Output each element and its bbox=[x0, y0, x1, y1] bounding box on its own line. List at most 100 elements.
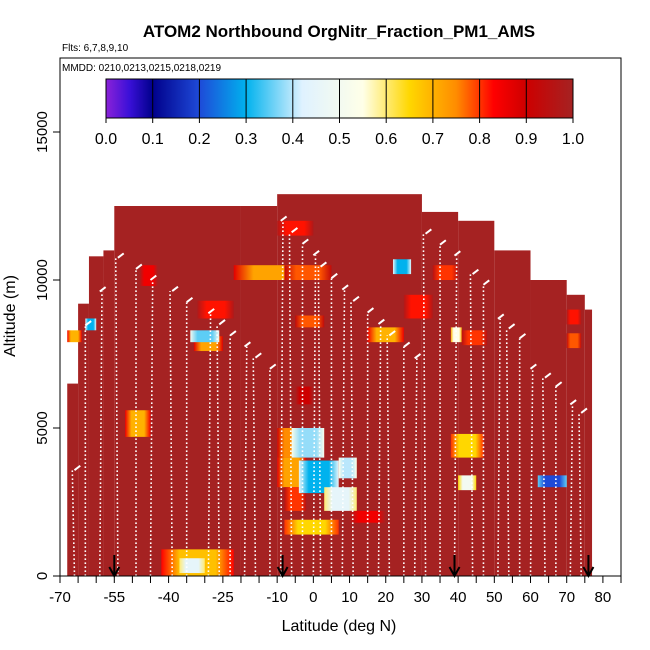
x-axis-label: Latitude (deg N) bbox=[282, 618, 397, 635]
anomaly-patch bbox=[461, 330, 488, 346]
x-tick-label: -40 bbox=[158, 589, 180, 606]
colorbar-tick-label: 0.7 bbox=[422, 131, 444, 148]
flight-track-cap bbox=[301, 238, 309, 245]
colorbar-tick-label: 0.4 bbox=[282, 131, 304, 148]
y-axis-label: Altitude (m) bbox=[2, 275, 19, 357]
flight-track-cap bbox=[73, 464, 81, 471]
flight-track bbox=[413, 358, 418, 576]
flight-track-cap bbox=[207, 308, 215, 315]
field-column bbox=[103, 250, 115, 576]
x-tick-label: -25 bbox=[212, 589, 234, 606]
flight-track-cap bbox=[569, 399, 577, 406]
flight-track bbox=[497, 318, 501, 576]
colorbar-tick-label: 0.8 bbox=[468, 131, 490, 148]
plot-frame bbox=[59, 57, 622, 577]
flight-track-cap bbox=[319, 261, 327, 268]
colorbar-tick-label: 0.5 bbox=[328, 131, 350, 148]
colorbar-ticks: 0.0 0.1 0.2 0.3 0.4 0.5 0.6 0.7 0.8 0.9 1.0 bbox=[95, 79, 584, 148]
x-tick-label: 40 bbox=[450, 589, 467, 606]
flight-track-cap bbox=[99, 286, 107, 293]
anomaly-patch bbox=[139, 265, 158, 286]
flight-track-cap bbox=[377, 318, 385, 325]
colorbar-tick-label: 0.3 bbox=[235, 131, 257, 148]
anomaly-patch bbox=[566, 333, 582, 349]
x-axis: -70 -55 -40 -25 -10 0 10 20 30 40 50 60 70 80 bbox=[49, 576, 622, 606]
x-tick-label: 80 bbox=[595, 589, 612, 606]
x-tick-label: -10 bbox=[266, 589, 288, 606]
anomaly-patch bbox=[284, 265, 332, 280]
anomaly-patch bbox=[284, 519, 339, 535]
flight-track-cap bbox=[352, 295, 360, 302]
flight-track-cap bbox=[544, 372, 552, 379]
flight-track bbox=[99, 291, 103, 576]
flight-track-cap bbox=[84, 320, 92, 327]
anomaly-patch bbox=[125, 410, 151, 437]
anomaly-patch bbox=[392, 259, 412, 275]
x-tick-label: 10 bbox=[341, 589, 358, 606]
x-tick-label: 60 bbox=[522, 589, 539, 606]
flight-track-cap bbox=[508, 323, 516, 330]
field-column bbox=[566, 294, 585, 576]
anomaly-patch bbox=[197, 300, 234, 319]
x-tick-label: 50 bbox=[486, 589, 503, 606]
flight-track-cap bbox=[519, 333, 527, 340]
heatmap-field bbox=[67, 194, 593, 576]
y-tick-label: 0 bbox=[34, 572, 51, 580]
field-column bbox=[78, 303, 89, 576]
flight-track-cap bbox=[580, 407, 588, 414]
field-column bbox=[530, 280, 567, 576]
y-tick-label: 5000 bbox=[34, 411, 51, 444]
flight-track-cap bbox=[171, 285, 179, 292]
anomaly-patch bbox=[403, 294, 433, 319]
flight-track-cap bbox=[229, 330, 237, 337]
anomaly-patch bbox=[190, 330, 220, 343]
y-tick-label: 15000 bbox=[34, 111, 51, 153]
anomaly-patch bbox=[537, 475, 567, 488]
flight-track bbox=[71, 470, 76, 576]
anomaly-patch bbox=[179, 558, 205, 574]
flight-track bbox=[149, 279, 154, 576]
flight-tracks bbox=[71, 215, 588, 576]
anomaly-patch bbox=[432, 265, 459, 280]
flight-track-cap bbox=[243, 341, 251, 348]
flight-track bbox=[422, 233, 427, 576]
colorbar-tick-label: 0.6 bbox=[375, 131, 397, 148]
anomaly-patch bbox=[450, 433, 484, 458]
flight-track bbox=[529, 368, 534, 576]
flight-track-cap bbox=[269, 363, 277, 370]
flights-note: Flts: 6,7,8,9,10 bbox=[62, 43, 129, 54]
flight-track-cap bbox=[341, 284, 349, 291]
flight-track-cap bbox=[529, 363, 537, 370]
anomaly-patch bbox=[67, 330, 82, 343]
flight-track-cap bbox=[367, 307, 375, 314]
anomaly-patch bbox=[349, 510, 386, 523]
y-tick-label: 10000 bbox=[34, 259, 51, 301]
flight-track-cap bbox=[117, 252, 125, 259]
field-column bbox=[494, 250, 531, 576]
flight-track bbox=[252, 357, 257, 576]
flight-track-cap bbox=[149, 274, 157, 281]
flight-track bbox=[542, 377, 546, 576]
flight-track bbox=[386, 335, 391, 576]
field-column bbox=[458, 220, 495, 576]
dates-note: MMDD: 0210,0213,0215,0218,0219 bbox=[62, 63, 221, 74]
flight-track bbox=[350, 301, 354, 576]
flight-track-cap bbox=[439, 239, 447, 246]
x-tick-label: 30 bbox=[414, 589, 431, 606]
colorbar-tick-label: 0.0 bbox=[95, 131, 117, 148]
flight-track-cap bbox=[280, 215, 288, 222]
flight-track-cap bbox=[555, 381, 563, 388]
x-tick-label: 70 bbox=[558, 589, 575, 606]
flight-track bbox=[169, 291, 173, 576]
flight-track-cap bbox=[218, 319, 226, 326]
field-column bbox=[88, 256, 104, 576]
anomaly-patch bbox=[277, 220, 314, 236]
x-tick-label: 0 bbox=[309, 589, 317, 606]
flight-track-cap bbox=[414, 353, 422, 360]
x-tick-label: 20 bbox=[377, 589, 394, 606]
anomaly-patch bbox=[458, 475, 477, 491]
anomaly-patch bbox=[291, 428, 325, 458]
flight-track-cap bbox=[453, 250, 461, 257]
flight-track bbox=[288, 232, 293, 576]
